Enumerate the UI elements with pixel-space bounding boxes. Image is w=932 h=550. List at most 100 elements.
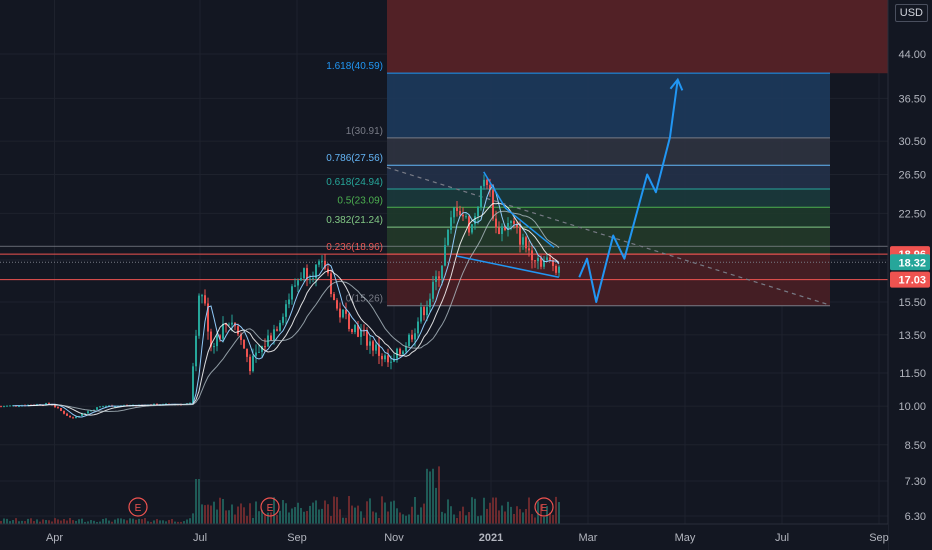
- volume-bar: [189, 518, 191, 524]
- volume-bar: [120, 518, 122, 524]
- x-tick-label: 2021: [479, 532, 503, 544]
- candle: [63, 410, 65, 414]
- volume-bar: [462, 506, 464, 524]
- earnings-marker[interactable]: [534, 497, 554, 517]
- candle: [210, 331, 212, 347]
- volume-bar: [387, 511, 389, 524]
- volume-bar: [180, 521, 182, 524]
- volume-bar: [342, 517, 344, 524]
- volume-bar: [207, 504, 209, 524]
- candle: [66, 413, 68, 416]
- volume-bar: [195, 479, 197, 524]
- volume-bar: [78, 519, 80, 524]
- candle: [240, 334, 242, 340]
- volume-bar: [81, 518, 83, 524]
- candle: [507, 222, 509, 230]
- volume-bar: [528, 497, 530, 524]
- volume-bar: [0, 521, 2, 524]
- volume-bar: [39, 521, 41, 524]
- candle: [387, 355, 389, 363]
- volume-bar: [66, 520, 68, 524]
- candle: [324, 260, 326, 269]
- candle: [96, 407, 98, 410]
- volume-bar: [375, 512, 377, 524]
- fib-level-label: 0(15.26): [346, 294, 383, 305]
- candle: [222, 323, 224, 339]
- volume-bar: [537, 501, 539, 524]
- candle: [447, 229, 449, 246]
- moving-average-short: [12, 184, 560, 418]
- volume-bar: [147, 521, 149, 524]
- volume-bar: [204, 505, 206, 524]
- candle: [288, 299, 290, 305]
- price-tag: [890, 271, 930, 288]
- volume-bar: [6, 518, 8, 524]
- candle: [339, 308, 341, 318]
- candle: [228, 324, 230, 326]
- candle: [333, 294, 335, 301]
- volume-bar: [348, 496, 350, 524]
- volume-bar: [60, 520, 62, 524]
- candle: [9, 405, 11, 407]
- candle: [3, 406, 5, 408]
- volume-bar: [153, 520, 155, 524]
- volume-bar: [132, 518, 134, 524]
- volume-bar: [105, 518, 107, 524]
- volume-bar: [117, 518, 119, 524]
- volume-bar: [258, 511, 260, 524]
- candle: [423, 307, 425, 316]
- volume-bar: [495, 497, 497, 524]
- volume-bar: [483, 497, 485, 524]
- candle: [456, 207, 458, 211]
- volume-bar: [507, 501, 509, 524]
- earnings-marker[interactable]: [260, 497, 280, 517]
- volume-bar: [186, 519, 188, 524]
- volume-bar: [237, 506, 239, 524]
- price-tag-value: 18.32: [898, 257, 926, 269]
- candle: [348, 313, 350, 329]
- candle: [540, 257, 542, 267]
- volume-bar: [27, 518, 29, 524]
- candle: [366, 329, 368, 346]
- moving-average-long: [55, 210, 560, 413]
- candle: [69, 415, 71, 418]
- volume-bar: [513, 513, 515, 524]
- volume-bar: [501, 505, 503, 524]
- fib-zone: [387, 137, 830, 166]
- volume-bar: [144, 518, 146, 524]
- candle: [219, 335, 221, 339]
- candle: [321, 260, 323, 262]
- volume-bar: [51, 521, 53, 524]
- volume-bar: [477, 516, 479, 524]
- volume-bar: [198, 479, 200, 524]
- currency-button[interactable]: USD: [894, 4, 928, 22]
- volume-bar: [210, 505, 212, 524]
- candle: [402, 351, 404, 354]
- candle: [294, 285, 296, 287]
- volume-bar: [441, 511, 443, 524]
- earnings-marker[interactable]: [128, 497, 148, 517]
- candle: [372, 341, 374, 351]
- candle: [525, 237, 527, 249]
- time-axis[interactable]: [0, 524, 888, 550]
- candle: [486, 179, 488, 186]
- volume-bar: [456, 517, 458, 524]
- volume-bar: [75, 520, 77, 524]
- volume-bar: [426, 468, 428, 524]
- volume-bar: [306, 510, 308, 524]
- candle: [306, 268, 308, 280]
- y-tick-label: 22.50: [898, 208, 926, 220]
- volume-bar: [291, 508, 293, 524]
- volume-bar: [12, 520, 14, 524]
- volume-bar: [15, 518, 17, 524]
- volume-bar: [444, 513, 446, 524]
- volume-bar: [324, 500, 326, 524]
- candle: [285, 304, 287, 317]
- candle: [231, 322, 233, 325]
- candle: [99, 406, 101, 408]
- volume-bar: [42, 519, 44, 524]
- candle: [465, 216, 467, 218]
- volume-bar: [558, 502, 560, 524]
- candle: [342, 309, 344, 318]
